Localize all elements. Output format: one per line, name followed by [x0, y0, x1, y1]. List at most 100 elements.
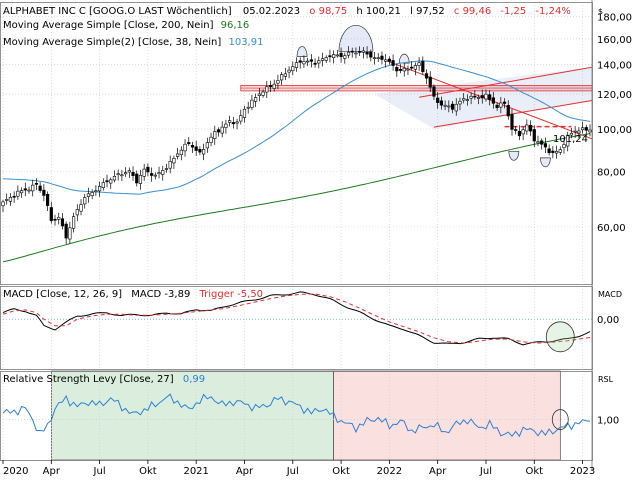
x-tick-label: Okt: [332, 466, 350, 477]
candle-body: [23, 188, 27, 191]
candle-body: [183, 143, 187, 152]
candle-body: [558, 149, 562, 153]
candle-body: [439, 100, 443, 106]
candle-body: [536, 141, 540, 144]
candle-body: [42, 189, 46, 196]
candle-body: [566, 134, 570, 147]
candle-body: [332, 54, 336, 58]
candle-body: [254, 97, 258, 102]
sma38-legend: Moving Average Simple(2) [Close, 38, Nei…: [3, 37, 263, 48]
sma200-legend: Moving Average Simple [Close, 200, Nein]…: [3, 20, 249, 31]
candle-body: [488, 94, 492, 100]
trigger-line: [2, 293, 591, 344]
candle-body: [75, 209, 79, 216]
candle-body: [458, 100, 462, 105]
candle-body: [194, 146, 198, 151]
candle-body: [8, 197, 13, 202]
candle-body: [476, 97, 481, 99]
candle-body: [391, 60, 395, 66]
candle-body: [205, 142, 209, 149]
candle-body: [146, 166, 150, 173]
price-tick-label: 80,00: [597, 168, 626, 179]
candle-body: [328, 55, 332, 58]
candle-body: [198, 149, 202, 153]
candle-body: [34, 183, 39, 185]
channel-upper-line: [419, 66, 593, 98]
candle-body: [428, 76, 432, 88]
candle-body: [224, 123, 228, 128]
candle-body: [354, 52, 358, 55]
candle-body: [502, 101, 507, 104]
left-shoulder-arc: [296, 46, 308, 57]
candle-body: [280, 74, 284, 81]
rsl-red-zone: [333, 370, 561, 461]
panel-frame: [0, 286, 593, 370]
candle-body: [202, 149, 206, 155]
candle-body: [410, 66, 414, 69]
x-tick-label: 2023: [570, 466, 595, 477]
candle-body: [495, 104, 499, 109]
ohlc-low: l 97,52: [410, 6, 445, 17]
price-title: ALPHABET INC C [GOOG.O LAST Wöchentlich]…: [3, 6, 571, 17]
x-tick-label: Okt: [525, 466, 543, 477]
candle-body: [228, 120, 232, 123]
candle-body: [398, 68, 403, 71]
candle-body: [554, 150, 559, 154]
candle-body: [268, 84, 273, 87]
candle-body: [131, 171, 135, 176]
candle-body: [261, 91, 265, 96]
candle-body: [283, 73, 287, 77]
candle-body: [250, 99, 254, 108]
candle-body: [112, 176, 117, 181]
candle-body: [157, 172, 161, 175]
panel-frame: [0, 371, 593, 461]
candle-body: [120, 174, 124, 177]
candle-body: [291, 66, 295, 72]
rsl-legend: Relative Strength Levy [Close, 27] 0,99: [3, 374, 205, 385]
rsl-zones: [50, 370, 561, 461]
candle-body: [60, 218, 65, 227]
candle-body: [302, 61, 306, 65]
candle-body: [313, 62, 317, 65]
candle-body: [532, 129, 536, 142]
price-tick-label: 180,00: [597, 12, 632, 23]
rsl-panel-label: RSL: [598, 375, 614, 384]
candle-body: [384, 59, 388, 62]
candle-body: [540, 140, 544, 145]
candle-body: [179, 149, 183, 156]
candle-body: [45, 193, 50, 206]
price-tick-label: 60,00: [597, 223, 626, 234]
candle-body: [317, 60, 321, 64]
candle-body: [306, 60, 310, 63]
candle-body: [361, 50, 365, 53]
sma-38-line: [2, 60, 591, 195]
candle-body: [190, 145, 195, 148]
head-arc: [338, 24, 374, 52]
macd-panel-label: MACD: [598, 290, 622, 299]
candle-body: [150, 173, 154, 176]
candle-body: [376, 57, 380, 60]
rsl-tick-label: 1,00: [597, 416, 619, 427]
candle-body: [153, 174, 157, 177]
rsl-marker: [551, 409, 569, 430]
x-tick-label: Apr: [236, 466, 254, 477]
title-text: ALPHABET INC C [GOOG.O LAST Wöchentlich]: [3, 6, 232, 17]
sma200-legend-value: 96,16: [221, 20, 250, 31]
x-tick-label: Jul: [93, 466, 106, 477]
candle-body: [573, 130, 577, 133]
currency-label: $: [598, 7, 603, 16]
candle-body: [265, 86, 269, 93]
ohlc-close: c 99,46: [454, 6, 491, 17]
candle-body: [462, 98, 466, 101]
macd-cross-marker: [545, 321, 575, 353]
candle-body: [1, 201, 5, 207]
candle-body: [402, 67, 406, 72]
candle-body: [309, 59, 313, 62]
candle-body: [588, 129, 592, 133]
ohlc-date: 05.02.2023: [243, 6, 300, 17]
candle-body: [94, 190, 98, 192]
price-tick-label: 160,00: [597, 35, 632, 46]
candle-body: [424, 73, 429, 79]
candle-body: [19, 190, 24, 194]
candle-body: [387, 58, 391, 62]
